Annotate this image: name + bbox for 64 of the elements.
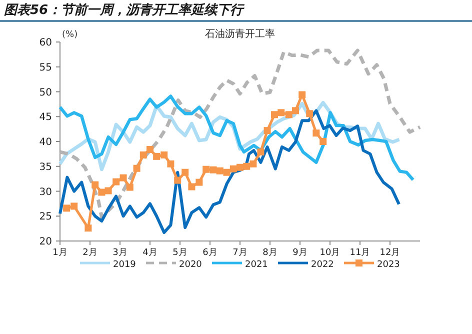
point [146,146,154,153]
point [223,168,230,176]
point [112,178,120,186]
point [285,111,292,118]
x-tick-label: 11月 [350,248,370,258]
point [63,204,70,212]
point [196,178,203,186]
y-tick-label: 35 [39,162,52,173]
point [160,151,168,158]
legend-label: 2020 [179,260,202,270]
point [104,187,112,194]
y-tick-label: 45 [39,112,52,124]
point [153,152,160,160]
point [271,111,278,118]
point [306,110,314,118]
point [126,184,134,191]
y-axis-title: (%) [62,30,78,40]
point [278,109,285,116]
point [98,188,106,196]
point [292,107,299,114]
point [133,164,140,172]
point [320,138,327,145]
y-tick-label: 50 [39,87,52,98]
point [188,183,196,190]
point [70,202,78,210]
point [182,168,189,176]
point [298,91,306,98]
y-tick-label: 20 [39,236,52,248]
x-tick-label: 10月 [320,248,340,258]
point [210,166,217,174]
y-tick-label: 30 [39,186,52,198]
x-tick-label: 5月 [172,248,188,258]
legend-label: 2021 [245,260,268,270]
point [264,127,271,134]
legend-label: 2019 [113,260,136,270]
x-tick-label: 3月 [112,248,128,258]
point [92,181,99,188]
point [312,130,320,137]
point [202,166,210,173]
point [174,176,182,184]
legend-label: 2022 [311,260,334,270]
y-tick-label: 40 [39,137,52,148]
point [120,174,127,182]
y-tick-label: 55 [39,62,52,74]
point [230,165,237,172]
y-tick-label: 25 [39,212,52,223]
x-tick-label: 6月 [202,248,218,258]
chart-subtitle: 石油沥青开工率 [205,28,275,40]
x-tick-label: 4月 [142,248,158,258]
point [140,151,147,158]
x-tick-label: 12月 [380,248,400,258]
x-tick-label: 2月 [82,248,98,258]
legend-label: 2023 [377,260,400,270]
chart-title: 图表56：节前一周，沥青开工率延续下行 [4,2,246,18]
y-tick-label: 60 [39,38,52,48]
point [257,148,264,156]
x-tick-label: 8月 [262,248,278,258]
point [250,160,257,168]
point [167,160,174,168]
point [216,167,224,174]
point [84,224,92,232]
x-tick-label: 9月 [292,248,308,258]
x-tick-label: 1月 [52,248,68,258]
x-tick-label: 7月 [232,248,248,258]
